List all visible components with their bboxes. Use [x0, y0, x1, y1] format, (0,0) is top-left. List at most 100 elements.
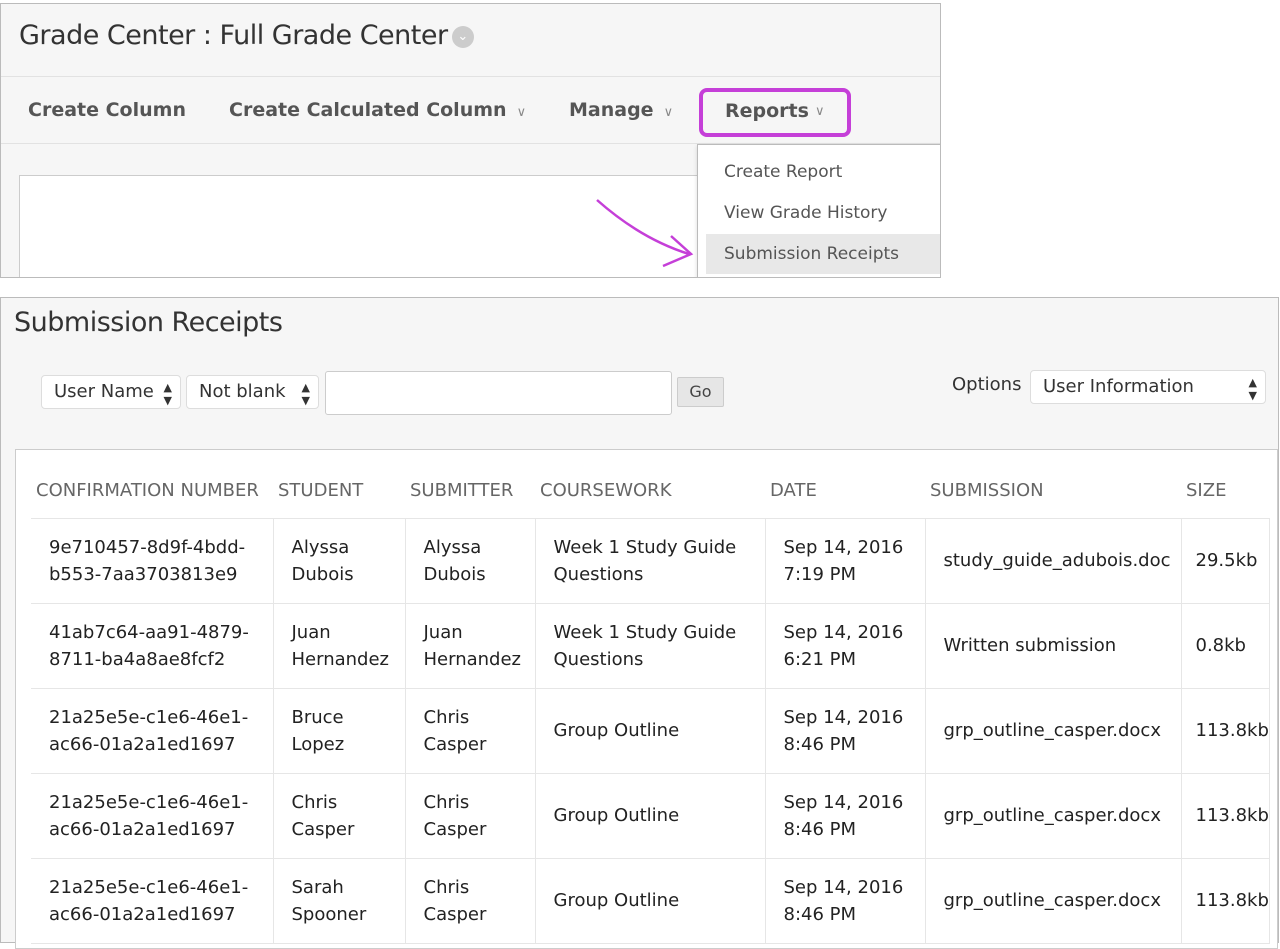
cell-line: Chris: [423, 706, 470, 728]
cell-line: 8:46 PM: [783, 903, 857, 925]
column-header[interactable]: SUBMISSION: [930, 480, 1044, 502]
cell-line: Sarah: [291, 876, 344, 898]
cell-coursework: Group Outline: [534, 687, 766, 774]
cell-date: Sep 14, 2016 8:46 PM: [764, 857, 926, 944]
cell-line: Chris: [423, 791, 470, 813]
cell-submitter: Chris Casper: [404, 857, 536, 944]
column-header[interactable]: SUBMITTER: [410, 480, 514, 502]
manage-button[interactable]: Manage ∨: [569, 99, 673, 121]
cell-size: 113.8kb: [1180, 772, 1270, 859]
options-select[interactable]: User Information ▲ ▼: [1030, 370, 1266, 404]
cell-line: Lopez: [291, 733, 345, 755]
column-header[interactable]: CONFIRMATION NUMBER: [36, 480, 259, 502]
cell-line: Hernandez: [423, 648, 522, 670]
column-header[interactable]: SIZE: [1186, 480, 1227, 502]
cell-line: 21a25e5e-c1e6-46e1-: [49, 876, 249, 898]
sort-arrows-icon: ▲ ▼: [163, 381, 172, 407]
cell-line: Chris: [291, 791, 338, 813]
label: Create Column: [28, 99, 186, 121]
column-header[interactable]: DATE: [770, 480, 817, 502]
cell-date: Sep 14, 2016 8:46 PM: [764, 772, 926, 859]
cell-line: Chris: [423, 876, 470, 898]
label: Manage: [569, 99, 654, 121]
chevron-down-icon: ∨: [663, 105, 674, 120]
label: Reports: [725, 100, 809, 122]
cell-line: 8:46 PM: [783, 818, 857, 840]
cell-line: Casper: [423, 903, 487, 925]
cell-line: Week 1 Study Guide: [553, 536, 737, 558]
cell-line: Alyssa: [291, 536, 350, 558]
cell-coursework: Group Outline: [534, 772, 766, 859]
reports-button[interactable]: Reports ∨: [699, 88, 851, 137]
cell-conf: 21a25e5e-c1e6-46e1- ac66-01a2a1ed1697: [31, 687, 274, 774]
chevron-down-icon: ∨: [516, 105, 527, 120]
submission-receipts-panel: Submission Receipts User Name ▲ ▼ Not blan…: [0, 297, 1279, 949]
cell-line: 21a25e5e-c1e6-46e1-: [49, 706, 249, 728]
cell-line: ac66-01a2a1ed1697: [49, 903, 236, 925]
cell-line: Sep 14, 2016: [783, 791, 904, 813]
table-row: 9e710457-8d9f-4bdd-b553-7aa3703813e9 Alys…: [31, 517, 1270, 604]
cell-line: Bruce: [291, 706, 344, 728]
cell-coursework: Group Outline: [534, 857, 766, 944]
cell-line: Week 1 Study Guide: [553, 621, 737, 643]
page-title: Submission Receipts: [14, 307, 283, 338]
cell-line: Group Outline: [553, 720, 680, 741]
cell-coursework: Week 1 Study Guide Questions: [534, 602, 766, 689]
column-header[interactable]: COURSEWORK: [540, 480, 672, 502]
cell-student: Sarah Spooner: [272, 857, 406, 944]
cell-line: Dubois: [291, 563, 354, 585]
cell-submission: grp_outline_casper.docx: [924, 857, 1182, 944]
cell-size: 0.8kb: [1180, 602, 1270, 689]
cell-line: 8:46 PM: [783, 733, 857, 755]
value: User Information: [1043, 376, 1194, 397]
cell-conf: 21a25e5e-c1e6-46e1- ac66-01a2a1ed1697: [31, 772, 274, 859]
menu-item-view-grade-history[interactable]: View Grade History: [724, 203, 888, 223]
search-input[interactable]: [325, 371, 672, 415]
grade-center-panel: Grade Center : Full Grade Center ⌄ Create…: [0, 3, 941, 278]
cell-line: 7:19 PM: [783, 563, 857, 585]
cell-line: Casper: [423, 818, 487, 840]
cell-line: 21a25e5e-c1e6-46e1-: [49, 791, 249, 813]
table-row: 41ab7c64-aa91-4879- 8711-ba4a8ae8fcf2 Juan…: [31, 602, 1270, 689]
cell-line: Sep 14, 2016: [783, 621, 904, 643]
menu-item-submission-receipts[interactable]: Submission Receipts: [706, 234, 940, 274]
menu-item-create-report[interactable]: Create Report: [724, 162, 843, 182]
sort-arrows-icon: ▲ ▼: [301, 381, 310, 407]
annotation-arrow-icon: [596, 199, 694, 268]
column-header[interactable]: STUDENT: [278, 480, 364, 502]
cell-line: Casper: [423, 733, 487, 755]
cell-line: Juan: [291, 621, 331, 643]
cell-submission: Written submission: [924, 602, 1182, 689]
cell-conf: 9e710457-8d9f-4bdd-b553-7aa3703813e9: [31, 517, 274, 604]
cell-submission: grp_outline_casper.docx: [924, 687, 1182, 774]
cell-student: Bruce Lopez: [272, 687, 406, 774]
filter-operator-select[interactable]: Not blank ▲ ▼: [186, 375, 319, 409]
table-row: 21a25e5e-c1e6-46e1- ac66-01a2a1ed1697 Chri…: [31, 772, 1270, 859]
create-column-button[interactable]: Create Column: [28, 99, 186, 121]
label: Create Calculated Column: [229, 99, 507, 121]
cell-size: 29.5kb: [1180, 517, 1270, 604]
cell-line: Group Outline: [553, 805, 680, 826]
sort-arrows-icon: ▲ ▼: [1248, 376, 1257, 402]
go-button[interactable]: Go: [677, 377, 724, 407]
cell-line: 6:21 PM: [783, 648, 857, 670]
cell-line: 8711-ba4a8ae8fcf2: [49, 648, 226, 670]
cell-line: Dubois: [423, 563, 486, 585]
create-calculated-column-button[interactable]: Create Calculated Column ∨: [229, 99, 526, 121]
cell-submitter: Alyssa Dubois: [404, 517, 536, 604]
title-text: Grade Center : Full Grade Center: [19, 20, 448, 51]
action-bar: Create Column Create Calculated Column ∨ …: [1, 76, 940, 144]
filter-field-select[interactable]: User Name ▲ ▼: [41, 375, 181, 409]
cell-line: 9e710457-8d9f-4bdd-: [49, 536, 246, 558]
cell-student: Alyssa Dubois: [272, 517, 406, 604]
cell-line: ac66-01a2a1ed1697: [49, 733, 236, 755]
cell-line: Sep 14, 2016: [783, 536, 904, 558]
page-title: Grade Center : Full Grade Center ⌄: [19, 20, 474, 51]
cell-date: Sep 14, 2016 7:19 PM: [764, 517, 926, 604]
cell-line: b553-7aa3703813e9: [49, 563, 238, 585]
chevron-down-circle-icon[interactable]: ⌄: [451, 25, 474, 48]
cell-student: Chris Casper: [272, 772, 406, 859]
cell-line: Spooner: [291, 903, 367, 925]
cell-line: Casper: [291, 818, 355, 840]
receipts-table-container: CONFIRMATION NUMBER STUDENT SUBMITTER COURS…: [15, 449, 1278, 949]
